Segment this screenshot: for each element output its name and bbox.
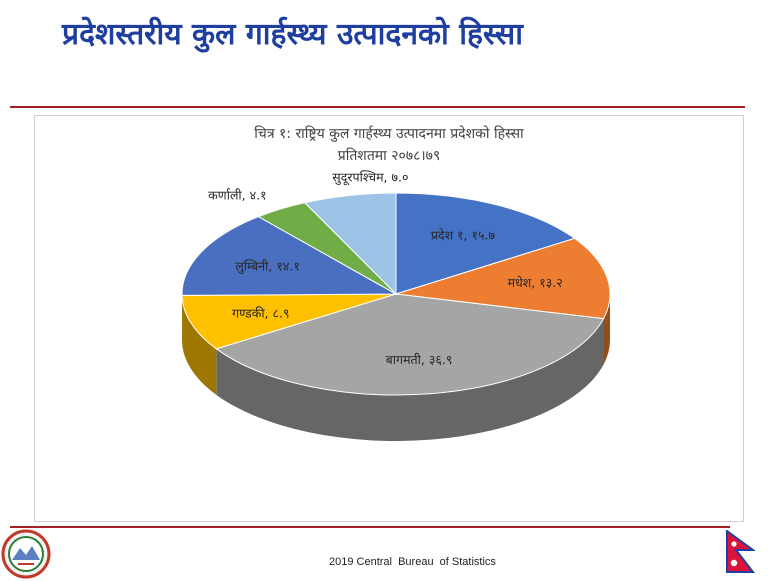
pie-slice-2	[215, 293, 605, 396]
chart-panel: प्रदेश १, १५.७ मधेश, १३.२ बागमती, ३६.९ गण्ड…	[34, 115, 744, 522]
footer-credit: 2019 Central Bureau of Statistics	[329, 556, 496, 568]
data-label-4: लुम्बिनी, १४.१	[235, 258, 300, 274]
pie-chart: प्रदेश १, १५.७ मधेश, १३.२ बागमती, ३६.९ गण्ड…	[181, 125, 611, 441]
data-label-2: बागमती, ३६.९	[386, 352, 453, 367]
pie-slice-6	[303, 192, 397, 296]
data-label-1: मधेश, १३.२	[508, 275, 563, 290]
pie-slice-1	[395, 237, 611, 320]
nepal-flag-icon	[726, 530, 755, 573]
pie-slice-0	[395, 192, 576, 295]
emblem-logo	[1, 529, 51, 579]
pie-side-2-0	[216, 318, 604, 441]
slide-title: प्रदेशस्तरीय कुल गार्हस्थ्य उत्पादनको हि…	[62, 17, 523, 52]
pie-side-1-0	[603, 294, 610, 365]
data-label-5: कर्णाली, ४.१	[208, 187, 267, 202]
data-label-6: सुदूरपश्चिम, ७.०	[332, 170, 408, 186]
data-label-0: प्रदेश १, १५.७	[431, 227, 495, 242]
chart-subtitle: प्रतिशतमा २०७८।७९	[338, 147, 441, 164]
data-label-3: गण्डकी, ८.९	[232, 305, 289, 320]
pie-side-3-0	[182, 295, 217, 395]
pie-slice-4	[181, 216, 398, 296]
title-divider	[10, 106, 745, 108]
footer-divider	[10, 526, 730, 528]
pie-slice-3	[181, 293, 397, 350]
chart-title: चित्र १: राष्ट्रिय कुल गार्हस्थ्य उत्पाद…	[254, 125, 524, 142]
